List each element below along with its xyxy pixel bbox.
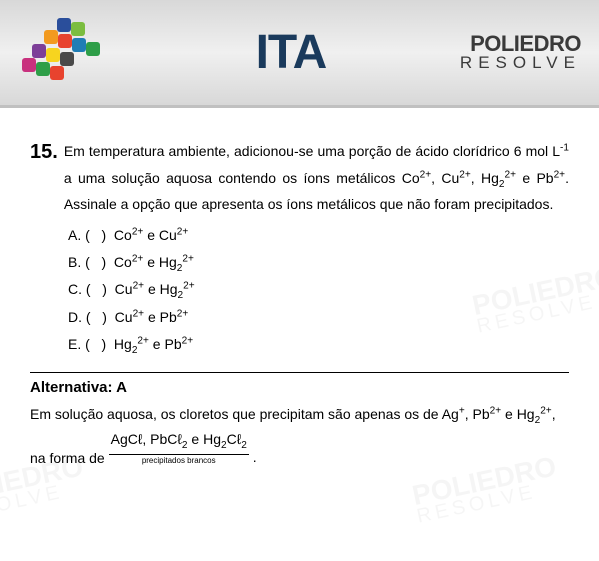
divider (30, 372, 569, 373)
question-body: Em temperatura ambiente, adicionou-se um… (64, 138, 569, 218)
option-d: D. ( ) Cu2+ e Pb2+ (68, 304, 569, 331)
answer-explanation: Em solução aquosa, os cloretos que preci… (30, 402, 569, 471)
exam-title: ITA (256, 25, 327, 80)
content-area: POLIEDRORESOLVE POLIEDRORESOLVE POLIEDRO… (0, 108, 599, 471)
question-block: 15. Em temperatura ambiente, adicionou-s… (30, 138, 569, 218)
option-a: A. ( ) Co2+ e Cu2+ (68, 222, 569, 249)
option-b: B. ( ) Co2+ e Hg22+ (68, 249, 569, 276)
options-list: A. ( ) Co2+ e Cu2+ B. ( ) Co2+ e Hg22+ C… (68, 222, 569, 358)
question-number: 15. (30, 138, 58, 218)
brand-block: POLIEDRO RESOLVE (460, 34, 581, 72)
option-c: C. ( ) Cu2+ e Hg22+ (68, 276, 569, 303)
puzzle-logo-icon (12, 13, 122, 93)
page-header: ITA POLIEDRO RESOLVE (0, 0, 599, 108)
underbrace-group: AgCℓ, PbCℓ2 e Hg2Cℓ2 precipitados branco… (109, 427, 249, 464)
option-e: E. ( ) Hg22+ e Pb2+ (68, 331, 569, 358)
answer-label: Alternativa: A (30, 379, 569, 396)
brand-bottom: RESOLVE (460, 54, 581, 71)
brand-top: POLIEDRO (460, 34, 581, 55)
